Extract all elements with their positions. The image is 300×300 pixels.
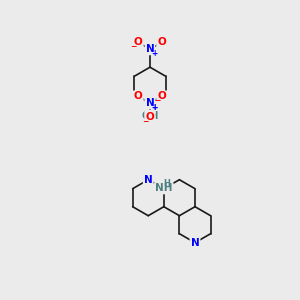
Text: N: N xyxy=(146,44,154,54)
Text: O: O xyxy=(146,112,154,122)
Text: −: − xyxy=(142,117,149,126)
Text: N: N xyxy=(144,175,153,185)
Text: O: O xyxy=(157,92,166,101)
Text: O: O xyxy=(157,38,166,47)
Text: NH: NH xyxy=(155,183,172,193)
Text: +: + xyxy=(152,49,158,58)
Text: N: N xyxy=(190,238,200,248)
Text: −: − xyxy=(130,42,137,51)
Text: +: + xyxy=(152,103,158,112)
Text: O: O xyxy=(146,112,154,122)
Text: N: N xyxy=(146,98,154,108)
Text: −: − xyxy=(154,96,160,105)
Text: OH: OH xyxy=(141,111,159,121)
Text: O: O xyxy=(134,38,143,47)
Text: N: N xyxy=(146,98,154,108)
Text: H: H xyxy=(163,179,170,188)
Text: O: O xyxy=(134,92,143,101)
Text: +: + xyxy=(152,103,158,112)
